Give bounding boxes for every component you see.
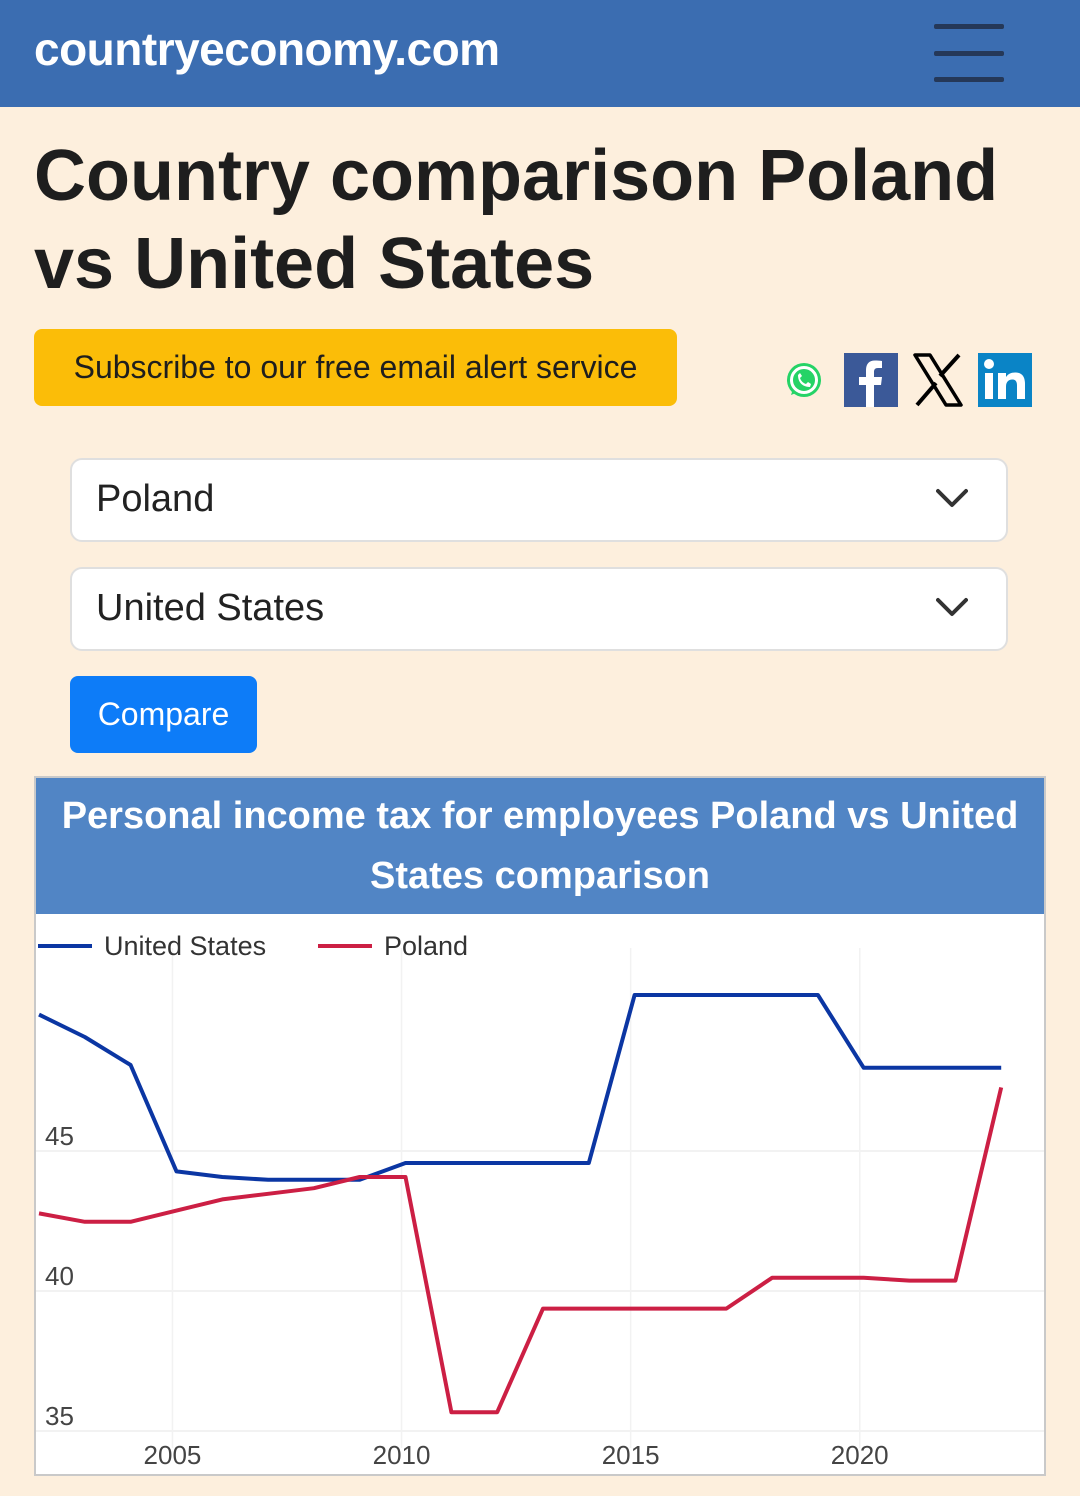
subscribe-button[interactable]: Subscribe to our free email alert servic…: [34, 329, 677, 406]
x-tick-label: 2005: [144, 1440, 202, 1470]
top-bar: countryeconomy.com: [0, 0, 1080, 107]
legend-label: Poland: [384, 931, 468, 961]
whatsapp-icon[interactable]: [782, 352, 826, 408]
country2-value: United States: [96, 587, 325, 629]
country1-select[interactable]: Poland: [70, 458, 1008, 542]
linkedin-icon[interactable]: [978, 352, 1032, 408]
site-logo[interactable]: countryeconomy.com: [34, 23, 500, 75]
y-tick-label: 35: [45, 1401, 74, 1431]
chevron-down-icon: [936, 489, 968, 507]
x-tick-label: 2020: [831, 1440, 889, 1470]
page-title: Country comparison Poland vs United Stat…: [34, 136, 999, 304]
legend-label: United States: [104, 931, 266, 961]
chart-title: Personal income tax for employees Poland…: [36, 778, 1044, 914]
y-tick-label: 40: [45, 1261, 74, 1291]
menu-icon[interactable]: [934, 24, 1004, 82]
y-tick-label: 45: [45, 1121, 74, 1151]
facebook-icon[interactable]: [844, 352, 898, 408]
x-tick-label: 2015: [602, 1440, 660, 1470]
country1-value: Poland: [96, 478, 215, 520]
x-tick-label: 2010: [373, 1440, 431, 1470]
series-line-united-states: [38, 993, 1002, 1182]
series-line-poland: [38, 1086, 1004, 1415]
x-icon[interactable]: [910, 352, 966, 408]
line-chart: 35 40 45 2005 2010 2015 2020 United States Polan…: [36, 931, 1044, 1470]
compare-button[interactable]: Compare: [70, 676, 257, 753]
country2-select[interactable]: United States: [70, 567, 1008, 651]
chart-container: Personal income tax for employees Poland…: [34, 776, 1046, 1476]
chevron-down-icon: [936, 598, 968, 616]
